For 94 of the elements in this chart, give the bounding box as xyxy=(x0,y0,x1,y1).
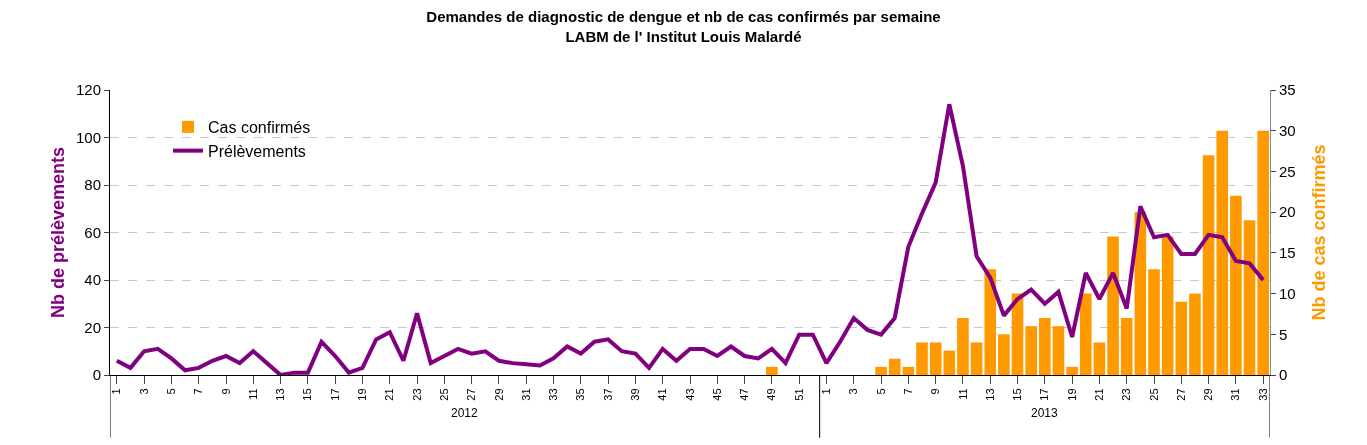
bar xyxy=(1066,366,1078,375)
text: 2013 xyxy=(1031,406,1059,420)
bar xyxy=(1189,293,1201,375)
legend-label: Prélèvements xyxy=(208,142,306,160)
x-tick-label: 1 xyxy=(820,388,833,395)
y2-tick-label: 10 xyxy=(1279,284,1296,302)
y2-tick-label: 15 xyxy=(1279,244,1296,262)
x-tick-label: 49 xyxy=(765,388,778,401)
x-tick-label: 23 xyxy=(410,388,423,401)
x-tick-label: 27 xyxy=(1174,388,1187,401)
bar xyxy=(888,358,901,375)
chart-title: Demandes de diagnostic de dengue et nb de cas confirmés par semaine LABM de l' Institut Louis Malardé xyxy=(426,8,941,45)
x-tick-label: 33 xyxy=(1256,388,1269,401)
bar xyxy=(1120,318,1133,375)
y-axis-title: Nb de prélèvements xyxy=(48,146,68,319)
bar xyxy=(970,342,983,375)
bar xyxy=(1052,326,1065,375)
y-tick-label: 40 xyxy=(84,271,101,289)
x-tick-label: 29 xyxy=(492,388,505,401)
bar xyxy=(1079,293,1092,375)
x-tick-label: 31 xyxy=(519,388,532,401)
bar xyxy=(1107,236,1119,375)
x-tick-label: 15 xyxy=(301,388,314,401)
bar xyxy=(1093,342,1106,375)
x-tick-label: 17 xyxy=(1038,388,1051,401)
x-tick-label: 51 xyxy=(792,388,805,401)
y2-axis-title: Nb de cas confirmés xyxy=(1309,144,1329,321)
x-tick-label: 19 xyxy=(356,388,369,401)
x-tick-label: 3 xyxy=(137,388,150,395)
bar xyxy=(875,366,887,375)
x-tick-label: 31 xyxy=(1229,388,1242,401)
bar xyxy=(1025,326,1037,375)
bar xyxy=(1216,130,1229,375)
x-tick-label: 45 xyxy=(710,388,723,401)
x-tick-label: 1 xyxy=(110,388,123,395)
x-tick-label: 35 xyxy=(574,388,587,401)
bar xyxy=(916,342,928,375)
bar xyxy=(1202,155,1215,375)
legend-label: Cas confirmés xyxy=(208,119,311,137)
x-tick-label: 27 xyxy=(465,388,478,401)
y2-tick-label: 5 xyxy=(1279,325,1288,343)
bar xyxy=(902,366,915,375)
x-tick-label: 19 xyxy=(1065,388,1078,401)
x-tick-label: 15 xyxy=(1011,388,1024,401)
bar xyxy=(1161,236,1174,375)
y2-tick-label: 20 xyxy=(1279,203,1296,221)
bar xyxy=(766,366,778,375)
x-tick-label: 41 xyxy=(656,388,669,401)
x-tick-label: 17 xyxy=(328,388,341,401)
x-tick-label: 23 xyxy=(1120,388,1133,401)
y2-tick-label: 35 xyxy=(1279,81,1296,99)
bar xyxy=(1175,301,1188,375)
y-tick-label: 80 xyxy=(84,176,101,194)
x-tick-label: 3 xyxy=(847,388,860,395)
y-tick-label: 0 xyxy=(92,366,101,384)
x-tick-label: 25 xyxy=(437,388,450,401)
x-tick-label: 11 xyxy=(956,388,969,400)
x-tick-label: 5 xyxy=(874,388,887,395)
bar xyxy=(1243,220,1256,375)
bar xyxy=(1230,195,1242,375)
bar xyxy=(1257,130,1269,375)
x-tick-label: 13 xyxy=(274,388,287,401)
y2-tick-label: 30 xyxy=(1279,121,1296,139)
x-tick-label: 21 xyxy=(383,388,396,401)
x-tick-label: 33 xyxy=(547,388,560,401)
y-tick-label: 20 xyxy=(84,318,101,336)
x-tick-label: 9 xyxy=(219,388,232,395)
bar xyxy=(984,269,997,375)
x-tick-label: 21 xyxy=(1092,388,1105,401)
x-tick-label: 43 xyxy=(683,388,696,401)
x-tick-label: 7 xyxy=(901,388,914,395)
x-tick-label: 5 xyxy=(164,388,177,395)
line-series xyxy=(114,102,1266,375)
y-tick-label: 60 xyxy=(84,223,101,241)
bar xyxy=(1148,269,1160,375)
y-tick-label: 120 xyxy=(75,81,101,99)
bar xyxy=(998,334,1010,375)
x-tick-label: 25 xyxy=(1147,388,1160,401)
x-tick-label: 7 xyxy=(192,388,205,395)
bar xyxy=(943,350,956,375)
y-tick-label: 100 xyxy=(75,128,101,146)
x-tick-label: 29 xyxy=(1202,388,1215,401)
bar xyxy=(929,342,942,375)
x-tick-label: 47 xyxy=(738,388,751,401)
x-tick-label: 9 xyxy=(929,388,942,395)
bar xyxy=(957,318,969,375)
x-tick-label: 39 xyxy=(628,388,641,401)
text: 2012 xyxy=(451,406,479,420)
y2-tick-label: 0 xyxy=(1279,366,1288,384)
x-tick-label: 13 xyxy=(983,388,996,401)
x-tick-label: 37 xyxy=(601,388,614,401)
y2-tick-label: 25 xyxy=(1279,162,1296,180)
bar xyxy=(1039,318,1051,375)
x-tick-label: 11 xyxy=(246,388,259,400)
